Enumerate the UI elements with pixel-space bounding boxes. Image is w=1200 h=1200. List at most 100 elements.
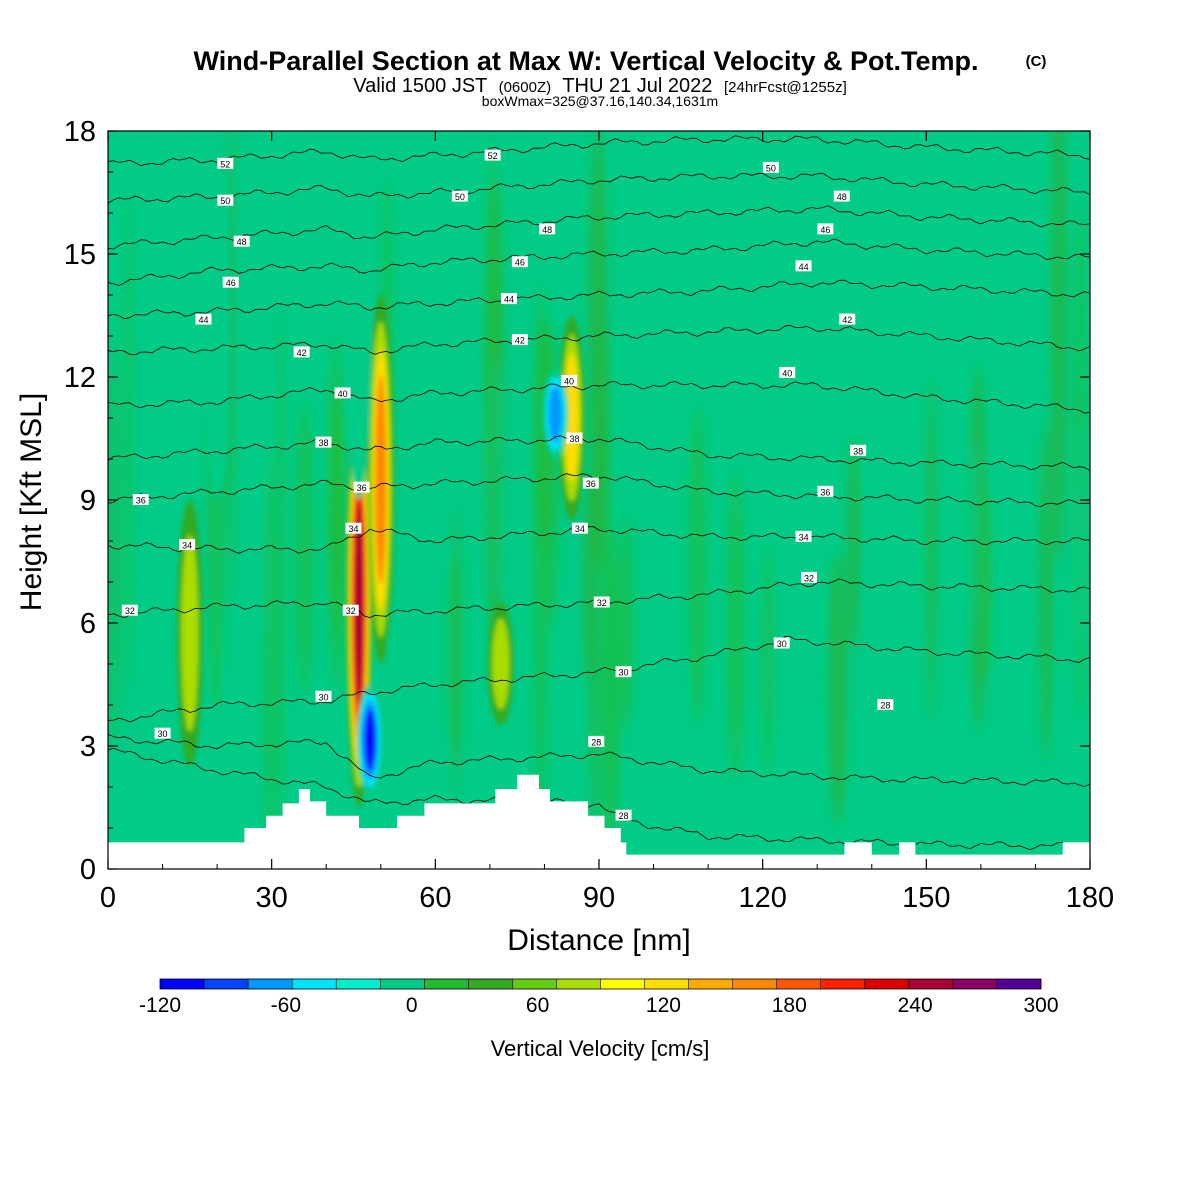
contour-label: 40 — [779, 366, 796, 378]
downdraft-core — [204, 151, 231, 500]
downdraft-core — [345, 131, 372, 500]
contour-label: 42 — [839, 313, 856, 325]
velocity-streak — [605, 533, 621, 858]
contour-label: 38 — [315, 436, 332, 448]
contour-label-text: 38 — [569, 434, 579, 444]
contour-label: 32 — [593, 596, 610, 608]
contour-label: 38 — [850, 444, 867, 456]
terrain-mask — [108, 774, 1090, 869]
y-tick-label: 0 — [80, 854, 96, 886]
velocity-streak — [263, 448, 276, 869]
contour-label: 48 — [539, 223, 556, 235]
contour-label: 46 — [511, 256, 528, 268]
contour-label-text: 40 — [564, 377, 574, 387]
contour-label: 46 — [817, 223, 834, 235]
contour-label-text: 46 — [515, 258, 525, 268]
contour-label: 48 — [233, 235, 250, 247]
contour-label-text: 30 — [777, 639, 787, 649]
x-tick-label: 30 — [256, 882, 288, 914]
contour-label: 30 — [773, 637, 790, 649]
velocity-streak — [648, 564, 658, 862]
contour-label: 34 — [179, 539, 196, 551]
contour-label-text: 38 — [853, 446, 863, 456]
velocity-streak — [329, 337, 344, 627]
velocity-streak — [1039, 418, 1053, 763]
contour-label: 40 — [560, 375, 577, 387]
contour-label: 44 — [195, 313, 212, 325]
velocity-streak — [761, 543, 774, 777]
contour-label: 32 — [121, 604, 138, 616]
velocity-streak — [453, 508, 462, 794]
contour-label: 38 — [566, 432, 583, 444]
colorbar-swatch — [248, 979, 293, 989]
velocity-streak — [532, 281, 548, 845]
colorbar-tick-label: 120 — [646, 994, 681, 1017]
velocity-streak — [277, 303, 285, 853]
contour-label: 28 — [877, 699, 894, 711]
contour-label-text: 32 — [125, 606, 135, 616]
updraft-core — [354, 500, 364, 705]
x-tick-label: 0 — [100, 882, 116, 914]
contour-label: 46 — [222, 276, 239, 288]
contour-label-text: 32 — [597, 598, 607, 608]
contour-label: 28 — [615, 809, 632, 821]
contour-label-text: 34 — [348, 524, 358, 534]
contour-label: 42 — [293, 346, 310, 358]
chart-info: boxWmax=325@37.16,140.34,1631m — [482, 93, 718, 109]
contour-label-text: 36 — [586, 479, 596, 489]
contour-label: 34 — [795, 530, 812, 542]
colorbar-tick-label: 0 — [406, 994, 418, 1017]
contour-label-text: 28 — [619, 811, 629, 821]
velocity-streak — [490, 359, 503, 597]
colorbar-tick-label: 60 — [526, 994, 549, 1017]
contour-label-text: 50 — [220, 196, 230, 206]
contour-label-text: 48 — [837, 192, 847, 202]
downdraft-core — [548, 385, 563, 443]
contour-label-text: 42 — [515, 336, 525, 346]
contour-label: 52 — [484, 149, 501, 161]
contour-label-text: 32 — [346, 606, 356, 616]
contour-label-text: 46 — [226, 278, 236, 288]
isentrope-line — [108, 733, 1090, 788]
colorbar-swatch — [600, 979, 646, 989]
contour-label-text: 30 — [619, 668, 629, 678]
isentrope-line — [108, 279, 1090, 320]
velocity-streak — [1051, 131, 1067, 565]
colorbar-swatch — [512, 979, 557, 989]
velocity-streak — [250, 187, 269, 638]
colorbar-swatch — [556, 979, 601, 989]
contour-label-text: 46 — [820, 225, 830, 235]
y-tick-label: 18 — [64, 116, 96, 148]
colorbar-swatch — [160, 979, 205, 989]
velocity-streak — [589, 573, 597, 852]
updraft-core — [181, 534, 199, 732]
contour-labels: 52 52 50 50 50 48 48 48 46 46 46 44 44 44 42 42 42 40 40 40… — [121, 149, 894, 821]
colorbar-swatch — [204, 979, 249, 989]
contour-label-text: 34 — [799, 532, 809, 542]
contour-label-text: 30 — [318, 692, 328, 702]
colorbar-swatch — [732, 979, 778, 989]
isentrope-line — [108, 435, 1090, 471]
contour-label: 52 — [217, 157, 234, 169]
isentrope-line — [108, 135, 1090, 167]
x-tick-label: 150 — [902, 882, 950, 914]
contour-label: 36 — [582, 477, 599, 489]
colorbar-tick-label: 240 — [898, 994, 933, 1017]
x-axis: 0 30 60 90 120 150 180 — [100, 131, 1114, 914]
plot-area: 52 52 50 50 50 48 48 48 46 46 46 44 44 44 42 42 42 40 40 40… — [108, 131, 1090, 869]
velocity-streak — [828, 550, 847, 826]
contour-label-text: 40 — [338, 389, 348, 399]
contour-label-text: 52 — [220, 159, 230, 169]
x-tick-label: 120 — [738, 882, 786, 914]
colorbar-swatch — [952, 979, 998, 989]
contour-label: 42 — [511, 334, 528, 346]
isentrope-line — [108, 636, 1090, 723]
x-tick-label: 60 — [419, 882, 451, 914]
downdraft-core — [364, 708, 376, 772]
contour-label: 40 — [334, 387, 351, 399]
velocity-streak — [979, 483, 993, 683]
updraft-core — [492, 618, 510, 710]
contour-label-text: 40 — [782, 368, 792, 378]
isentrope-line — [108, 526, 1090, 554]
y-tick-label: 6 — [80, 608, 96, 640]
